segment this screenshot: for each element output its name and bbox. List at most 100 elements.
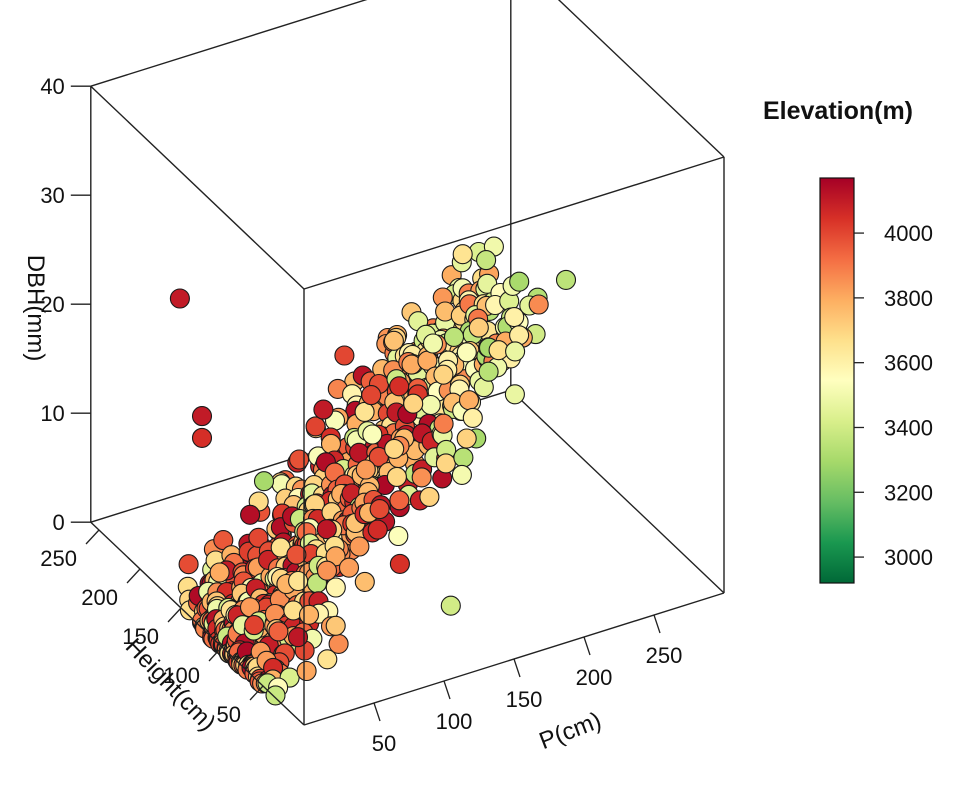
data-point xyxy=(253,471,275,492)
x-tick-label: 150 xyxy=(506,687,543,712)
z-tick-label: 40 xyxy=(40,74,64,99)
data-point xyxy=(361,385,382,406)
data-point xyxy=(289,449,310,470)
x-tick-label: 250 xyxy=(646,643,683,668)
data-point xyxy=(320,433,342,454)
data-point xyxy=(191,406,213,427)
y-tick-label: 100 xyxy=(163,663,200,688)
data-point xyxy=(354,401,375,422)
data-point xyxy=(419,486,440,507)
data-point xyxy=(362,424,383,445)
z-tick-label: 30 xyxy=(40,183,64,208)
box-edge-back-right xyxy=(510,389,725,594)
z-tick-label: 20 xyxy=(40,292,64,317)
data-point xyxy=(505,341,526,362)
x-tick-mark xyxy=(513,658,521,678)
data-point xyxy=(411,467,432,488)
data-point xyxy=(265,685,286,706)
data-point xyxy=(452,244,473,265)
colorbar-title: Elevation(m) xyxy=(763,97,913,125)
data-point xyxy=(355,459,376,480)
data-point xyxy=(386,466,407,487)
data-point xyxy=(555,269,577,290)
data-point xyxy=(178,554,199,575)
data-point xyxy=(191,427,213,448)
data-point xyxy=(383,330,404,351)
z-tick-label: 10 xyxy=(40,401,64,426)
y-axis-title: Height(cm) xyxy=(120,633,221,736)
colorbar-tick-label: 3600 xyxy=(884,351,933,376)
z-tick-label: 0 xyxy=(53,510,65,535)
data-point xyxy=(462,407,483,428)
data-point xyxy=(456,342,477,363)
data-point xyxy=(528,294,549,315)
data-point xyxy=(388,525,409,547)
data-point xyxy=(504,307,525,328)
axis-z-ticks: 0 10 20 30 40 xyxy=(40,74,91,535)
data-point xyxy=(433,413,454,434)
colorbar-legend: Elevation(m) 3000 3200 3400 3600 3800 4000 xyxy=(763,97,933,584)
data-point xyxy=(509,271,530,292)
data-point xyxy=(389,490,410,511)
data-point xyxy=(288,570,309,592)
data-point xyxy=(443,326,465,347)
data-point xyxy=(325,577,346,598)
x-tick-mark xyxy=(653,614,661,634)
data-point xyxy=(422,333,444,354)
data-point xyxy=(169,288,190,309)
data-point xyxy=(451,464,472,485)
data-point xyxy=(316,519,337,540)
y-tick-label: 50 xyxy=(217,702,241,727)
data-point xyxy=(334,345,355,366)
y-tick-label: 250 xyxy=(40,546,77,571)
colorbar-scale xyxy=(819,177,855,584)
y-tick-mark xyxy=(167,607,182,623)
y-tick-mark xyxy=(249,685,264,701)
colorbar-tick-label: 3400 xyxy=(884,415,933,440)
data-point xyxy=(325,615,346,636)
y-tick-mark xyxy=(126,568,141,584)
y-tick-mark xyxy=(208,646,223,662)
data-point xyxy=(305,416,326,437)
data-point xyxy=(403,393,424,414)
data-point xyxy=(316,560,338,581)
colorbar-tick-label: 4000 xyxy=(884,221,933,246)
colorbar-tick-label: 3800 xyxy=(884,286,933,311)
z-axis-title: DBH(mm) xyxy=(22,255,49,362)
colorbar-tick-label: 3200 xyxy=(884,480,933,505)
box-edge-top-right xyxy=(557,0,725,158)
box-edge-bottom-left xyxy=(90,521,305,726)
x-tick-label: 50 xyxy=(372,731,396,756)
x-tick-mark xyxy=(373,702,381,722)
data-point xyxy=(476,250,497,271)
y-tick-label: 200 xyxy=(81,585,118,610)
x-tick-label: 200 xyxy=(576,665,613,690)
box-edge-top-back xyxy=(90,0,368,87)
data-points xyxy=(169,236,577,706)
data-point xyxy=(268,621,289,642)
data-point xyxy=(420,394,441,416)
x-tick-mark xyxy=(583,636,591,656)
data-point xyxy=(286,544,307,565)
data-point xyxy=(504,384,525,405)
data-point xyxy=(389,553,410,574)
x-tick-label: 100 xyxy=(436,709,473,734)
data-point xyxy=(367,519,388,540)
data-point xyxy=(458,390,480,411)
data-point xyxy=(248,527,269,548)
data-point xyxy=(389,376,410,397)
data-point xyxy=(384,438,405,459)
data-point xyxy=(354,571,375,592)
data-point xyxy=(453,447,474,468)
data-point xyxy=(296,660,317,682)
x-axis-title: P(cm) xyxy=(536,707,605,755)
colorbar-tick-label: 3000 xyxy=(884,545,933,570)
data-point xyxy=(209,562,230,583)
y-tick-mark xyxy=(85,529,100,545)
data-point xyxy=(338,557,360,578)
data-point xyxy=(369,499,390,520)
data-point xyxy=(468,317,489,338)
data-point xyxy=(478,361,499,382)
